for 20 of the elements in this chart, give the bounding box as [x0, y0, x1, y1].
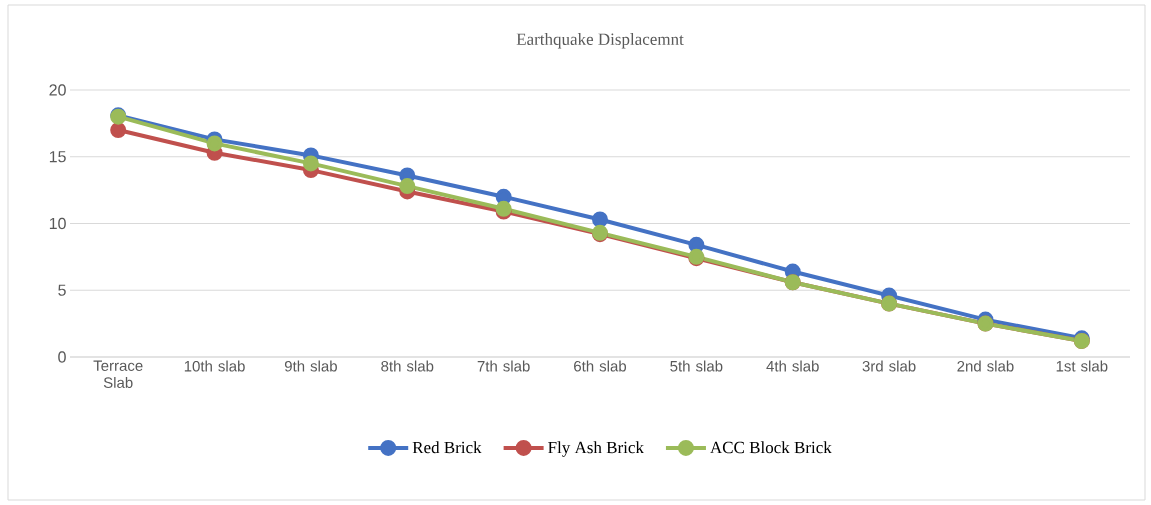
legend-label: ACC Block Brick — [710, 441, 832, 454]
chart-title: Earthquake Displacemnt — [516, 33, 684, 49]
x-tick-label: 6th slab — [574, 360, 627, 372]
y-tick-label: 5 — [58, 284, 66, 296]
y-tick-label: 0 — [58, 351, 66, 363]
y-tick-label: 20 — [49, 84, 66, 96]
x-tick-label: 1st slab — [1056, 360, 1108, 372]
x-tick-label: 7th slab — [477, 360, 530, 372]
x-tick-label: 10th slab — [184, 360, 245, 372]
x-tick-label: 5th slab — [670, 360, 723, 372]
x-tick-label: 9th slab — [284, 360, 337, 372]
legend-label: Fly Ash Brick — [548, 441, 644, 457]
legend-label: Red Brick — [412, 441, 482, 454]
x-tick-label: 2nd slab — [957, 360, 1014, 372]
y-tick-label: 10 — [49, 217, 66, 230]
x-tick-label: Terrace Slab — [93, 360, 143, 388]
x-tick-label: 8th slab — [381, 360, 434, 372]
y-tick-label: 15 — [49, 151, 66, 163]
x-tick-label: 3rd slab — [862, 360, 916, 372]
x-tick-label: 4th slab — [766, 360, 819, 372]
